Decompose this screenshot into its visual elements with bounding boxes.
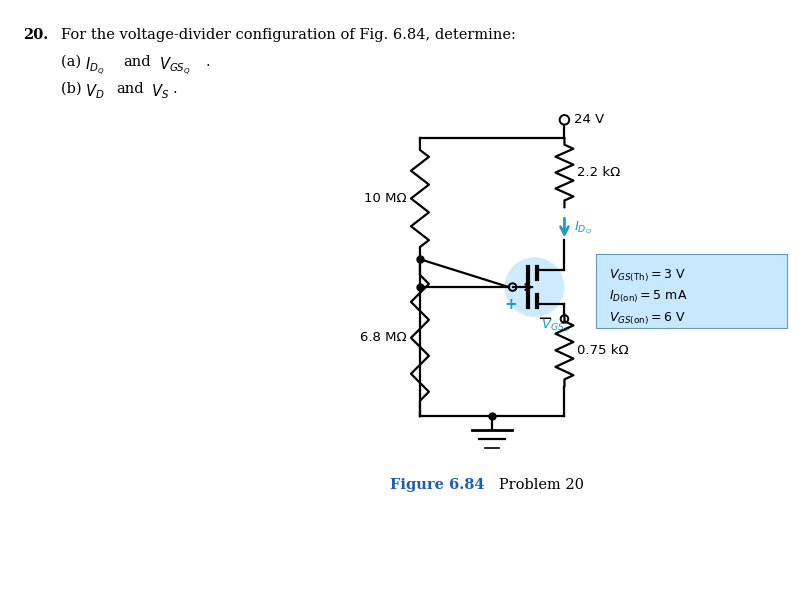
Text: 6.8 MΩ: 6.8 MΩ [360, 331, 407, 344]
Text: .: . [205, 55, 210, 69]
Text: $V_{GS_Q}$: $V_{GS_Q}$ [540, 317, 570, 334]
Text: $V_D$: $V_D$ [85, 82, 104, 100]
Text: 24 V: 24 V [574, 113, 604, 126]
Text: $V_{GS\mathrm{(Th)}} = 3\ \mathrm{V}$: $V_{GS\mathrm{(Th)}} = 3\ \mathrm{V}$ [609, 267, 686, 284]
Text: 20.: 20. [23, 28, 49, 42]
Text: $V_S$: $V_S$ [150, 82, 169, 100]
Text: $V_{GS\mathrm{(on)}} = 6\ \mathrm{V}$: $V_{GS\mathrm{(on)}} = 6\ \mathrm{V}$ [609, 311, 686, 328]
Circle shape [505, 257, 565, 317]
FancyBboxPatch shape [596, 254, 786, 328]
Text: $I_{D_Q}$: $I_{D_Q}$ [574, 220, 592, 236]
Text: 0.75 kΩ: 0.75 kΩ [578, 344, 629, 357]
Text: $I_{D\mathrm{(on)}} = 5\ \mathrm{mA}$: $I_{D\mathrm{(on)}} = 5\ \mathrm{mA}$ [609, 289, 688, 306]
Text: For the voltage-divider configuration of Fig. 6.84, determine:: For the voltage-divider configuration of… [61, 28, 516, 42]
Text: −: − [537, 310, 553, 328]
Text: $V_{GS_Q}$: $V_{GS_Q}$ [159, 55, 191, 77]
Text: .: . [173, 82, 177, 96]
Text: +: + [504, 297, 517, 312]
Text: $I_{D_Q}$: $I_{D_Q}$ [85, 55, 104, 77]
Text: (b): (b) [61, 82, 87, 96]
Text: Problem 20: Problem 20 [485, 478, 584, 492]
Text: and: and [116, 82, 144, 96]
Text: (a): (a) [61, 55, 86, 69]
Text: 2.2 kΩ: 2.2 kΩ [578, 166, 621, 179]
Text: Figure 6.84: Figure 6.84 [390, 478, 485, 492]
Text: 10 MΩ: 10 MΩ [364, 192, 407, 205]
Text: and: and [123, 55, 150, 69]
